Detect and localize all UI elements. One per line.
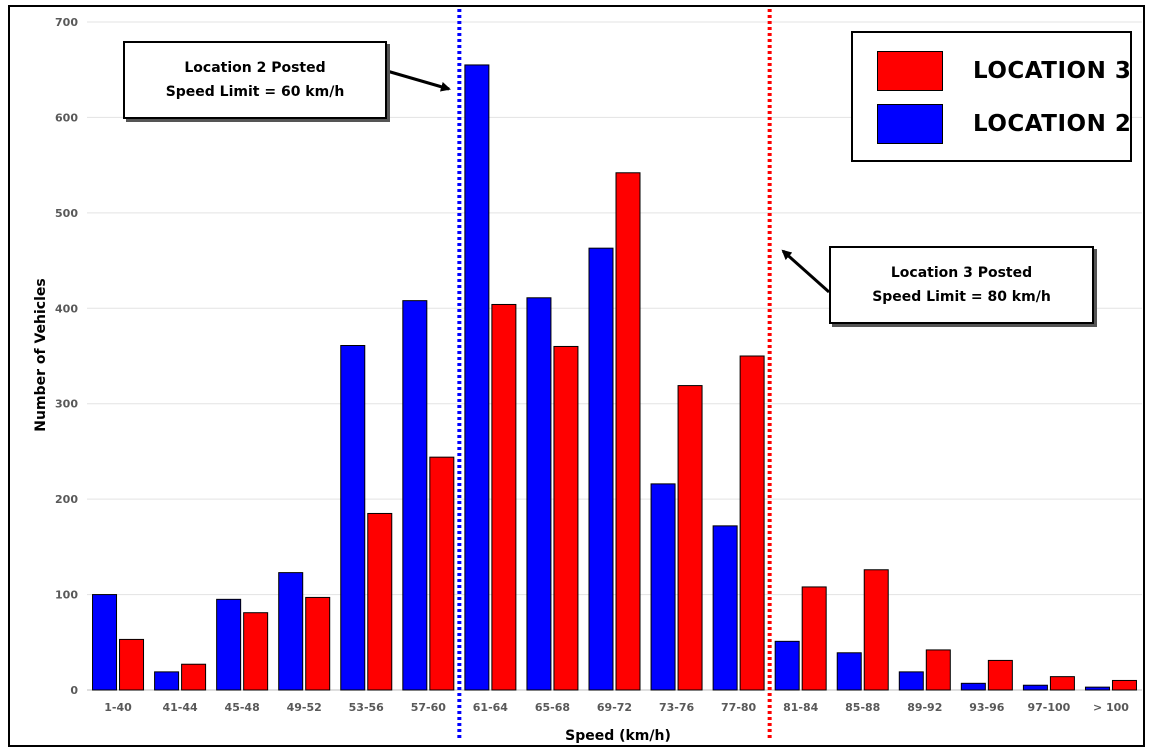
legend-swatch-location-2 [877,104,943,144]
bar-location-3 [1111,679,1137,691]
annotation-arrow-location-3 [781,249,830,294]
x-axis-title: Speed (km/h) [565,728,671,744]
reference-lines [457,9,772,741]
y-tick-label: 700 [55,16,78,29]
x-tick-labels: 1-40 41-44 45-48 49-52 53-56 57-60 61-64 65-68 6… [104,701,1129,714]
annotation-line: Location 2 Posted [184,60,326,76]
bar-location-3 [553,345,579,691]
bar-location-2 [216,598,242,691]
x-tick-label: 81-84 [783,701,819,714]
y-tick-label: 400 [55,302,78,315]
bar-location-3 [677,385,703,691]
x-tick-label: 97-100 [1027,701,1070,714]
bar-location-3 [739,355,765,691]
x-tick-label: 77-80 [721,701,757,714]
legend-swatch-location-3 [877,51,943,91]
bar-location-3 [801,586,827,691]
y-tick-label: 0 [70,684,78,697]
annotation-location-2-speed-limit: Location 2 Posted Speed Limit = 60 km/h [123,41,387,119]
x-tick-label: 65-68 [535,701,570,714]
bar-location-2 [836,652,862,691]
bar-location-3 [491,303,517,691]
y-tick-label: 200 [55,493,78,506]
bar-location-3 [987,659,1013,691]
x-tick-label: 89-92 [907,701,942,714]
annotation-line: Speed Limit = 60 km/h [165,84,345,100]
bar-location-3 [925,649,951,691]
x-tick-label: 57-60 [411,701,447,714]
x-tick-label: 69-72 [597,701,632,714]
bar-location-3 [305,596,331,691]
bar-location-2 [960,682,986,691]
bar-location-3 [119,638,145,691]
x-tick-label: > 100 [1093,701,1129,714]
y-tick-labels: 0 100 200 300 400 500 600 700 [55,16,78,697]
x-tick-label: 53-56 [349,701,385,714]
bar-location-2 [92,594,118,691]
annotation-arrow-location-2 [386,69,451,92]
bar-location-3 [863,569,889,691]
x-tick-label: 73-76 [659,701,695,714]
x-tick-label: 61-64 [473,701,509,714]
bar-location-3 [429,456,455,691]
annotation-location-3-speed-limit: Location 3 Posted Speed Limit = 80 km/h [829,246,1094,324]
bar-location-3 [181,663,207,691]
bar-location-3 [615,172,641,691]
y-tick-label: 500 [55,207,78,220]
bar-location-2 [588,247,614,691]
bar-location-2 [340,345,366,691]
bar-location-2 [402,300,428,691]
legend-item-location-3: LOCATION 3 [877,51,1131,91]
bar-location-2 [1084,686,1110,691]
bar-location-3 [243,612,269,691]
y-axis-title: Number of Vehicles [33,278,49,431]
bar-location-3 [367,512,393,691]
x-tick-label: 45-48 [225,701,260,714]
bars [92,64,1137,691]
annotation-line: Speed Limit = 80 km/h [872,289,1051,305]
bar-location-2 [526,297,552,691]
annotation-line: Location 3 Posted [890,265,1033,281]
x-tick-label: 93-96 [969,701,1005,714]
y-tick-label: 300 [55,398,78,411]
bar-location-2 [464,64,490,691]
legend: LOCATION 3 LOCATION 2 [851,31,1132,162]
bar-location-2 [278,572,304,691]
bar-location-2 [774,640,800,691]
y-tick-label: 100 [55,589,78,602]
legend-item-location-2: LOCATION 2 [877,104,1131,144]
bar-location-2 [154,671,180,691]
x-tick-label: 41-44 [162,701,198,714]
x-tick-label: 49-52 [287,701,322,714]
bar-location-3 [1049,676,1075,691]
x-tick-label: 85-88 [845,701,880,714]
bar-location-2 [898,671,924,691]
bar-location-2 [712,525,738,691]
x-tick-label: 1-40 [104,701,132,714]
y-tick-label: 600 [55,111,78,124]
legend-label-location-2: LOCATION 2 [973,111,1132,137]
bar-location-2 [1022,684,1048,691]
legend-label-location-3: LOCATION 3 [973,58,1132,84]
bar-location-2 [650,483,676,691]
